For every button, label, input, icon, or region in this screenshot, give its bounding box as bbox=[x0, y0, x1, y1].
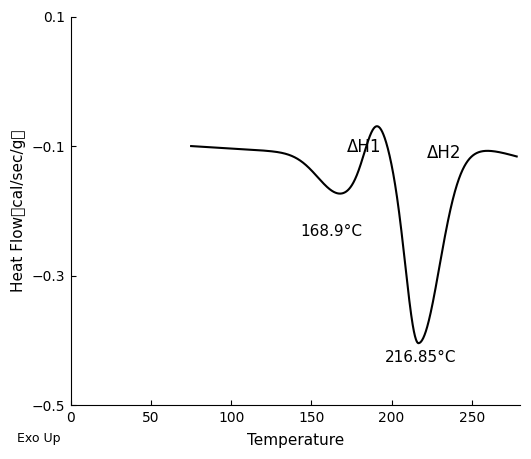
Text: 168.9°C: 168.9°C bbox=[300, 224, 362, 239]
Text: Exo Up: Exo Up bbox=[17, 432, 61, 445]
Y-axis label: Heat Flow（cal/sec/g）: Heat Flow（cal/sec/g） bbox=[11, 129, 26, 292]
Text: ΔH2: ΔH2 bbox=[427, 144, 461, 162]
Text: ΔH1: ΔH1 bbox=[347, 138, 381, 156]
Text: 216.85°C: 216.85°C bbox=[385, 350, 457, 365]
X-axis label: Temperature: Temperature bbox=[247, 433, 344, 448]
